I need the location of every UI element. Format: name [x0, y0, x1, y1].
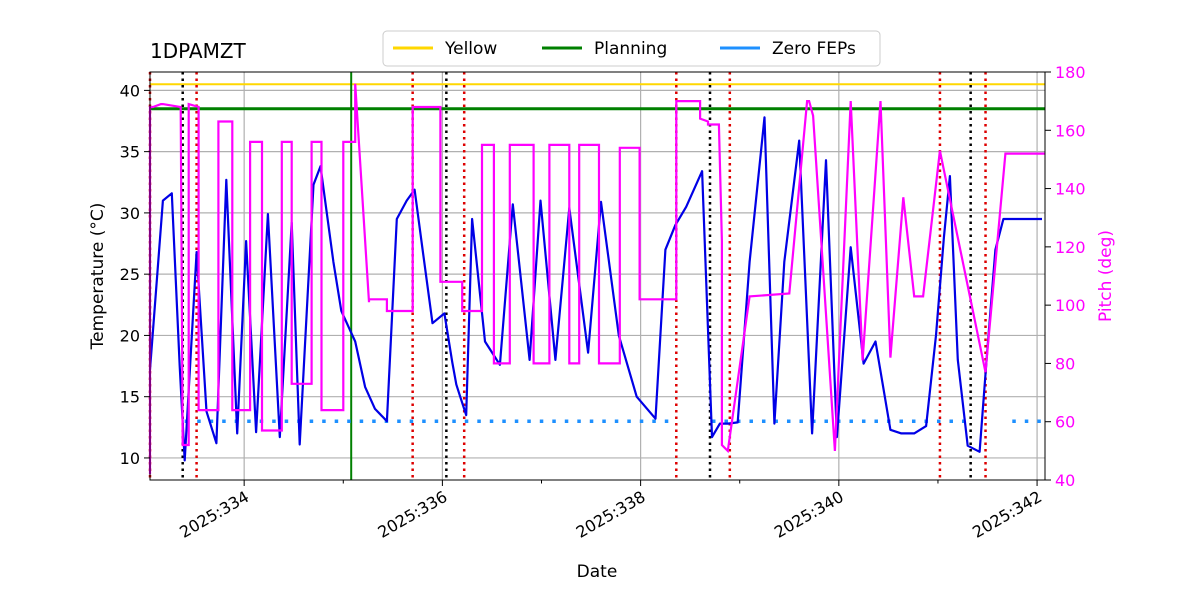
legend: Yellow Planning Zero FEPs	[382, 30, 881, 67]
limit-lines	[150, 83, 1045, 111]
y-tick-label: 20	[120, 326, 140, 345]
legend-entry-label: Yellow	[444, 39, 497, 59]
y-tick-label: 10	[120, 449, 140, 468]
y-axis-label: Temperature (°C)	[88, 203, 108, 351]
x-tick-label: 2025:336	[375, 487, 451, 542]
x-tick-label: 2025:342	[969, 487, 1045, 542]
y-tick-label: 40	[120, 81, 140, 100]
grid-lines	[150, 72, 1045, 480]
legend-entry-label: Zero FEPs	[772, 39, 856, 59]
y2-tick-label: 60	[1055, 413, 1075, 432]
x-tick-label: 2025:340	[771, 487, 847, 542]
y2-tick-label: 120	[1055, 238, 1086, 257]
y2-axis-label: Pitch (deg)	[1096, 230, 1116, 322]
y-tick-label: 25	[120, 265, 140, 284]
y2-tick-label: 40	[1055, 471, 1075, 490]
pitch-series-line	[148, 83, 1045, 475]
y2-tick-label: 80	[1055, 354, 1075, 373]
y2-tick-label: 160	[1055, 121, 1086, 140]
y-axis-ticks: 10 15 20 25 30 35 40	[120, 81, 150, 468]
legend-entry-label: Planning	[594, 39, 667, 59]
y2-tick-label: 140	[1055, 180, 1086, 199]
x-tick-label: 2025:334	[176, 487, 252, 542]
event-markers	[148, 72, 1043, 480]
y2-axis-ticks: 40 60 80 100 120 140 160 180	[1045, 63, 1086, 490]
x-tick-label: 2025:338	[573, 487, 649, 542]
y-tick-label: 35	[120, 143, 140, 162]
plot-frame	[149, 71, 1046, 481]
series-lines	[148, 83, 1045, 475]
chart-title: 1DPAMZT	[150, 39, 247, 63]
legend-box	[382, 30, 881, 67]
x-axis-ticks: 2025:334 2025:336 2025:338 2025:340 2025:342	[176, 480, 1045, 542]
y2-tick-label: 180	[1055, 63, 1086, 82]
y2-tick-label: 100	[1055, 296, 1086, 315]
y-tick-label: 30	[120, 204, 140, 223]
temperature-series-line	[148, 116, 1042, 462]
y-tick-label: 15	[120, 388, 140, 407]
x-axis-label: Date	[577, 562, 618, 582]
